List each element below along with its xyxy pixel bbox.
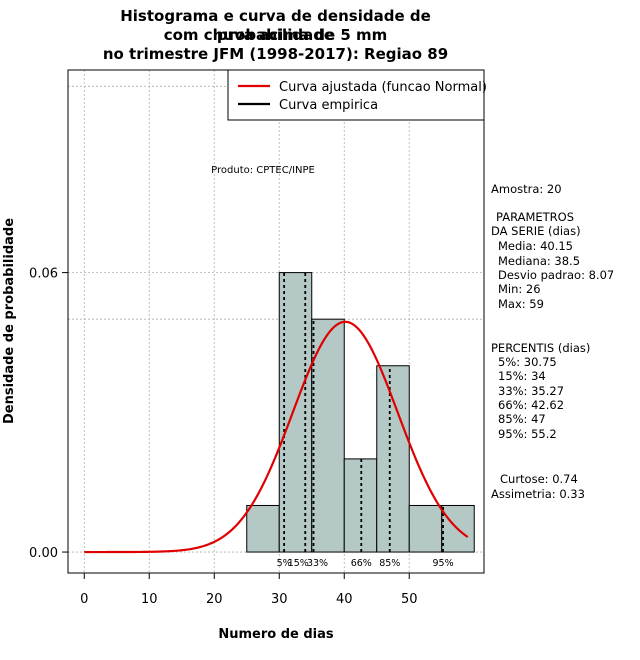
stat-p66: 66%: 42.62 bbox=[498, 398, 565, 412]
plot-frame bbox=[67, 69, 485, 574]
stat-media: Media: 40.15 bbox=[498, 239, 573, 253]
stat-max: Max: 59 bbox=[498, 297, 544, 311]
stat-p95: 95%: 55.2 bbox=[498, 427, 557, 441]
histogram-bar bbox=[246, 504, 280, 553]
stat-params-header-2: DA SERIE (dias) bbox=[491, 224, 581, 238]
histogram-bar bbox=[408, 504, 443, 553]
stat-amostra: Amostra: 20 bbox=[491, 182, 562, 196]
x-tick-label: 0 bbox=[80, 592, 88, 607]
histogram-bar bbox=[311, 318, 345, 553]
x-tick-label: 20 bbox=[206, 592, 223, 607]
stat-params-header-1: PARAMETROS bbox=[496, 210, 575, 224]
percentile-label: 33% bbox=[307, 558, 328, 569]
normal-fit-curve bbox=[84, 320, 469, 554]
y-tick-label: 0.06 bbox=[29, 267, 58, 282]
y-tick-label: 0.00 bbox=[29, 546, 58, 561]
x-axis-label: Numero de dias bbox=[218, 627, 334, 642]
stat-assimetria: Assimetria: 0.33 bbox=[491, 487, 585, 501]
percentile-label: 15% bbox=[288, 558, 309, 569]
x-tick-label: 40 bbox=[336, 592, 353, 607]
percentile-label: 66% bbox=[351, 558, 372, 569]
stat-percentis-header: PERCENTIS (dias) bbox=[491, 341, 591, 355]
stat-p33: 33%: 35.27 bbox=[498, 384, 565, 398]
stat-p5: 5%: 30.75 bbox=[498, 355, 557, 369]
x-tick-label: 30 bbox=[271, 592, 288, 607]
histogram-bar bbox=[376, 365, 410, 553]
y-axis-label: Densidade de probabilidade bbox=[2, 218, 17, 424]
percentile-label: 5% bbox=[277, 558, 292, 569]
legend-box bbox=[227, 69, 485, 121]
stat-p15: 15%: 34 bbox=[498, 369, 546, 383]
percentile-label: 85% bbox=[379, 558, 400, 569]
x-tick-label: 10 bbox=[141, 592, 158, 607]
stat-mediana: Mediana: 38.5 bbox=[498, 254, 581, 268]
legend-label-empirica: Curva empirica bbox=[279, 98, 378, 113]
legend-label-normal: Curva ajustada (funcao Normal) bbox=[279, 80, 487, 95]
stat-curtose: Curtose: 0.74 bbox=[500, 472, 578, 486]
chart-title-line-1: Histograma e curva de densidade de proba… bbox=[120, 7, 431, 44]
x-tick-label: 50 bbox=[401, 592, 418, 607]
chart-title-line-2: com chuva acima de 5 mm bbox=[163, 26, 388, 44]
stat-p85: 85%: 47 bbox=[498, 412, 546, 426]
produto-label: Produto: CPTEC/INPE bbox=[211, 165, 315, 176]
stat-desvio: Desvio padrao: 8.07 bbox=[498, 268, 615, 282]
stat-min: Min: 26 bbox=[498, 282, 541, 296]
chart-title-line-3: no trimestre JFM (1998-2017): Regiao 89 bbox=[102, 45, 449, 63]
percentile-label: 95% bbox=[432, 558, 453, 569]
